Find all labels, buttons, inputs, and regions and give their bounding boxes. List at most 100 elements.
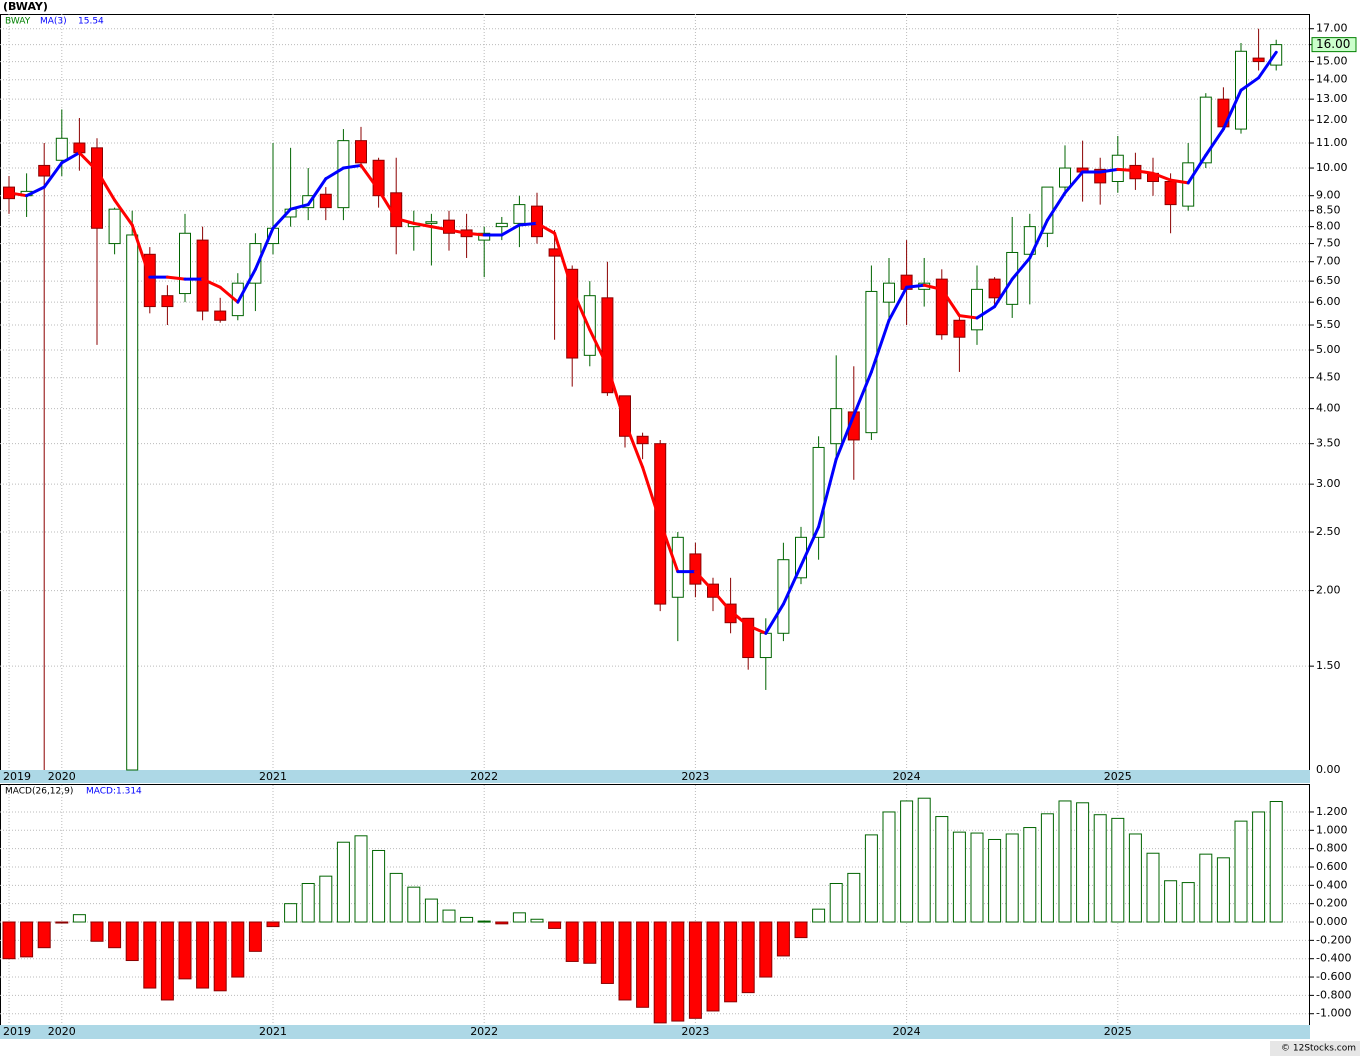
macd-bar bbox=[776, 921, 790, 957]
y-tick-label: -1.000 bbox=[1316, 1007, 1351, 1020]
ma-segment bbox=[1028, 218, 1049, 260]
candle-body bbox=[179, 232, 191, 295]
x-tick-label: 2024 bbox=[893, 770, 921, 783]
x-tick-label: 2021 bbox=[259, 1025, 287, 1038]
macd-bar bbox=[864, 834, 878, 923]
ma-segment bbox=[359, 163, 381, 192]
x-tick-label: 2022 bbox=[470, 1025, 498, 1038]
macd-bar bbox=[671, 921, 685, 1022]
legend-symbol: BWAY bbox=[5, 17, 31, 27]
last-price-label: 16.00 bbox=[1316, 37, 1350, 51]
ma-segment bbox=[447, 228, 469, 235]
ma-segment bbox=[1186, 153, 1208, 185]
ma-segment bbox=[799, 525, 821, 568]
candle-body bbox=[742, 617, 755, 659]
y-tick-label: -0.800 bbox=[1316, 988, 1351, 1001]
ma-segment bbox=[201, 277, 222, 289]
macd-bar bbox=[882, 811, 896, 923]
footer: © 12Stocks.com bbox=[1281, 1044, 1356, 1054]
y-tick-label: 13.00 bbox=[1316, 92, 1348, 105]
macd-bar bbox=[1093, 814, 1107, 923]
x-tick-label: 2020 bbox=[48, 1025, 76, 1038]
ma-segment bbox=[465, 231, 486, 237]
candle-body bbox=[883, 282, 895, 303]
ma-segment bbox=[975, 305, 997, 320]
candle-body bbox=[777, 559, 790, 634]
ma-segment bbox=[1063, 170, 1085, 195]
y-tick-label: 9.00 bbox=[1316, 189, 1341, 202]
macd-bar bbox=[407, 886, 421, 923]
macd-bar bbox=[952, 831, 966, 923]
candle-body bbox=[372, 159, 385, 197]
candle-body bbox=[1182, 162, 1195, 207]
ma-segment bbox=[130, 223, 152, 279]
y-tick-label: 11.00 bbox=[1316, 136, 1348, 149]
ma-segment bbox=[535, 221, 557, 235]
last-price-box bbox=[1311, 37, 1357, 53]
macd-bar bbox=[1181, 882, 1195, 923]
ma-segment bbox=[641, 465, 662, 524]
ma-segment bbox=[377, 188, 398, 221]
candle-body bbox=[935, 278, 948, 336]
footer-box bbox=[1270, 1041, 1360, 1056]
macd-bar bbox=[231, 921, 245, 978]
candle-body bbox=[566, 268, 579, 359]
macd-bar bbox=[90, 921, 104, 942]
ma-segment bbox=[764, 602, 785, 635]
macd-bar bbox=[143, 921, 157, 989]
macd-bar bbox=[988, 838, 1002, 923]
macd-bar bbox=[354, 835, 368, 923]
ma-segment bbox=[77, 151, 99, 173]
candle-body bbox=[619, 395, 631, 437]
x-tick-label: 2021 bbox=[259, 770, 287, 783]
macd-value: MACD:1.314 bbox=[86, 787, 142, 797]
y-tick-label: 0.200 bbox=[1316, 897, 1348, 910]
x-tick-label: 2020 bbox=[48, 770, 76, 783]
ma-segment bbox=[1169, 178, 1190, 185]
candle-body bbox=[443, 219, 455, 234]
candle-body bbox=[583, 295, 596, 356]
macd-bar bbox=[178, 921, 192, 980]
candle-body bbox=[759, 632, 772, 659]
candle-body bbox=[355, 140, 367, 164]
candle-body bbox=[601, 297, 614, 394]
ma-segment bbox=[500, 223, 521, 237]
ma-segment bbox=[429, 225, 451, 232]
x-tick-label: 2025 bbox=[1104, 770, 1132, 783]
macd-bar bbox=[372, 849, 386, 923]
candle-body bbox=[108, 208, 121, 245]
macd-bar bbox=[248, 921, 262, 952]
candle-body bbox=[1023, 226, 1036, 255]
y-tick-label: 7.00 bbox=[1316, 255, 1341, 268]
macd-bar bbox=[1005, 833, 1019, 923]
y-tick-label: 12.00 bbox=[1316, 113, 1348, 126]
y-tick-label: -0.600 bbox=[1316, 970, 1351, 983]
ma-segment bbox=[271, 207, 293, 230]
y-tick-label: -0.200 bbox=[1316, 933, 1351, 946]
candle-body bbox=[249, 243, 262, 284]
macd-bar bbox=[55, 921, 69, 924]
candle-body bbox=[865, 290, 878, 434]
candle-body bbox=[971, 288, 983, 331]
macd-bar bbox=[583, 921, 597, 964]
y-tick-label: 14.00 bbox=[1316, 73, 1348, 86]
macd-bar bbox=[1023, 827, 1037, 923]
y-tick-label: -0.400 bbox=[1316, 952, 1351, 965]
candle-body bbox=[126, 234, 139, 771]
macd-bar bbox=[706, 921, 720, 1012]
macd-bar bbox=[653, 921, 667, 1024]
macd-bar bbox=[900, 800, 914, 923]
macd-bar bbox=[1146, 852, 1160, 923]
candle-body bbox=[302, 195, 315, 209]
y-tick-label: 0.800 bbox=[1316, 842, 1348, 855]
y-tick-label: 0.000 bbox=[1316, 915, 1348, 928]
macd-bar bbox=[636, 921, 650, 1008]
candle-body bbox=[636, 435, 649, 445]
macd-bar bbox=[1234, 820, 1248, 923]
macd-bar bbox=[812, 908, 826, 923]
ma-segment bbox=[25, 185, 46, 198]
chart-title: (BWAY) bbox=[3, 0, 48, 13]
ma-segment bbox=[852, 370, 873, 417]
macd-bar bbox=[1199, 853, 1213, 923]
ma-segment bbox=[781, 564, 803, 606]
